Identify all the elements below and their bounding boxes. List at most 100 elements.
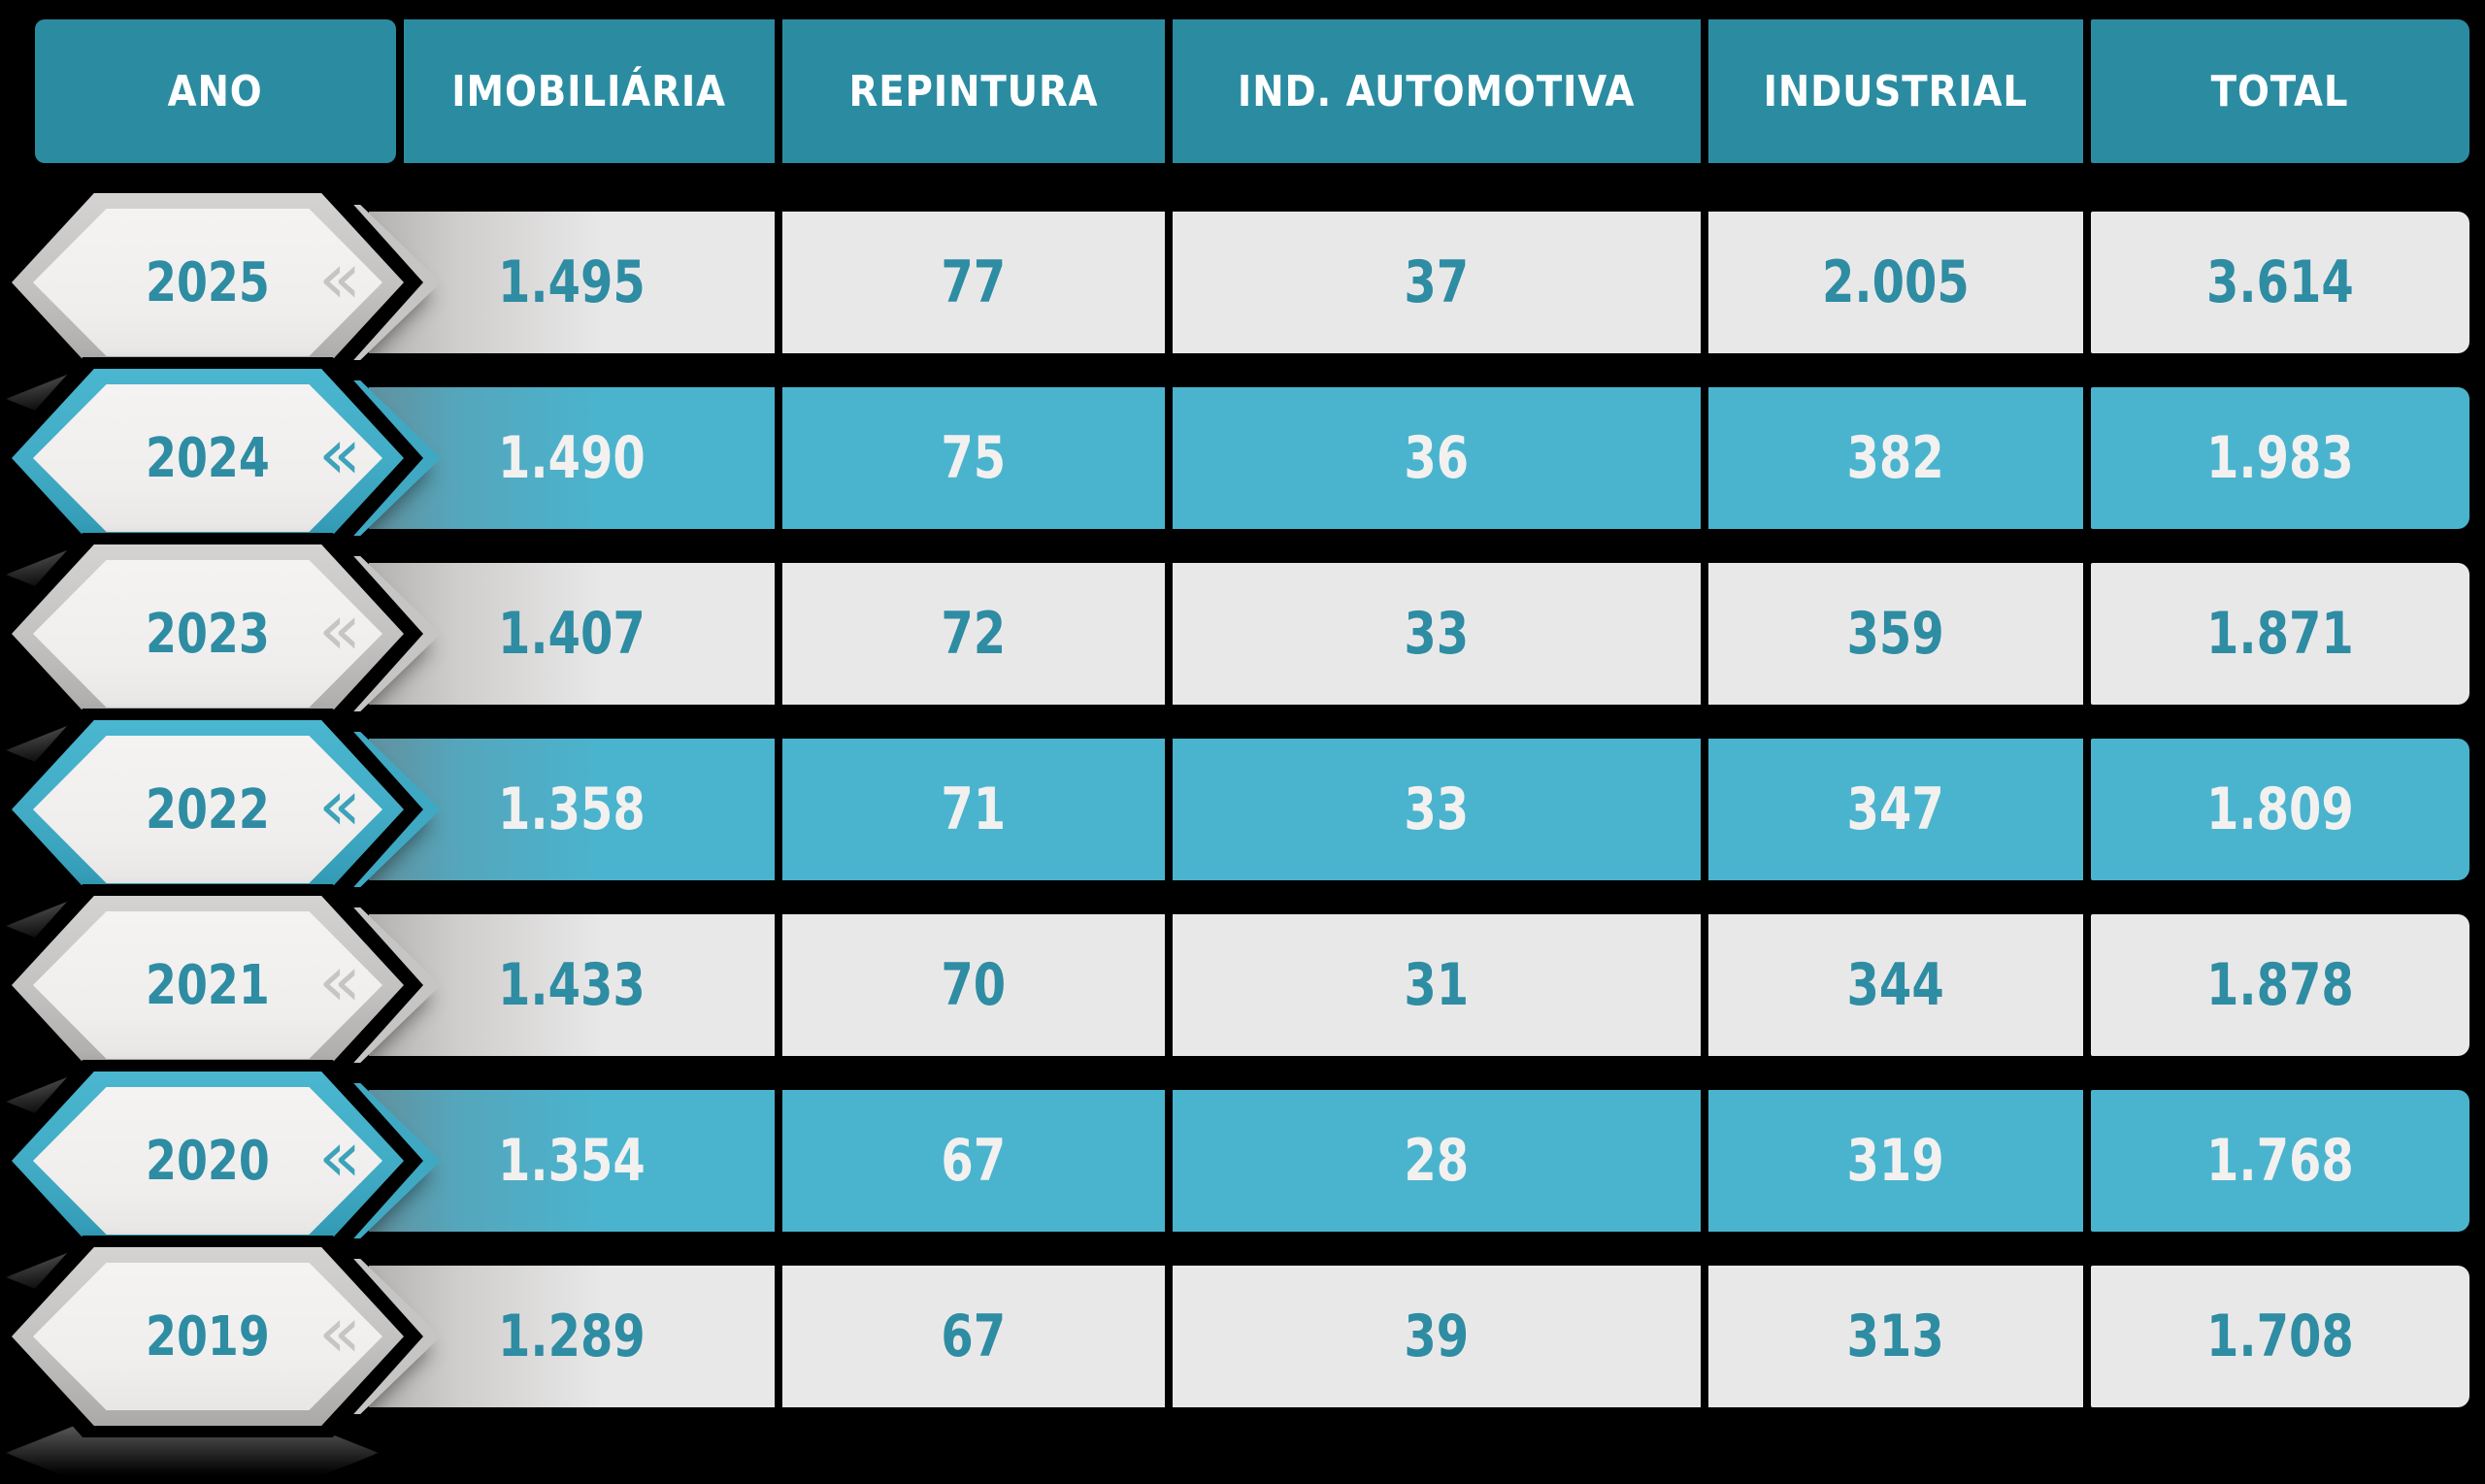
cell-value: 67 [941,1127,1007,1195]
cell-value: 359 [1846,600,1945,668]
badge-face [33,736,382,883]
cell-repintura: 75 [782,387,1165,529]
chevrons-left-icon: « [317,588,361,671]
cell-value: 1.358 [498,775,646,843]
badge-face [33,209,382,356]
column-header-label: ANO [168,66,263,116]
cell-industrial: 319 [1708,1090,2083,1232]
chevrons-left-icon: « [317,940,361,1022]
cell-value: 1.983 [2206,424,2354,492]
badge-face [33,1263,382,1410]
cell-industrial: 347 [1708,739,2083,880]
cell-imobiliaria: 1.354 [369,1090,775,1232]
year-cell: 2025 « [0,181,441,430]
year-label: 2022 [146,777,270,841]
cell-value: 1.495 [498,248,646,316]
cell-total: 1.983 [2091,387,2469,529]
cell-ind-automotiva: 31 [1173,914,1701,1056]
cell-ind-automotiva: 37 [1173,212,1701,353]
cell-total: 1.878 [2091,914,2469,1056]
column-header-repintura: REPINTURA [782,19,1165,163]
cell-repintura: 67 [782,1090,1165,1232]
badge-face [33,911,382,1059]
cell-value: 77 [941,248,1007,316]
column-header-label: IMOBILIÁRIA [451,66,727,116]
year-cell: 2021 « [0,884,441,1133]
cell-value: 72 [941,600,1007,668]
cell-value: 67 [941,1303,1007,1370]
cell-industrial: 382 [1708,387,2083,529]
year-badge-2025[interactable]: 2025 « [0,181,441,430]
column-header-imobiliaria: IMOBILIÁRIA [404,19,775,163]
year-cell: 2020 « [0,1060,441,1308]
column-header-label: REPINTURA [848,66,1099,116]
year-cell: 2019 « [0,1236,441,1484]
badge-face [33,384,382,532]
cell-value: 344 [1846,951,1945,1019]
cell-total: 1.768 [2091,1090,2469,1232]
cell-value: 28 [1404,1127,1470,1195]
data-table: ANO IMOBILIÁRIA REPINTURA IND. AUTOMOTIV… [0,19,2469,1484]
year-label: 2025 [146,250,270,314]
column-header-label: TOTAL [2211,66,2349,116]
cell-value: 1.407 [498,600,646,668]
cell-value: 71 [941,775,1007,843]
column-header-label: INDUSTRIAL [1763,66,2029,116]
cell-value: 31 [1404,951,1470,1019]
cell-value: 1.809 [2206,775,2354,843]
cell-value: 1.490 [498,424,646,492]
column-header-ano: ANO [35,19,396,163]
cell-repintura: 77 [782,212,1165,353]
cell-value: 33 [1404,600,1470,668]
cell-value: 313 [1846,1303,1945,1370]
cell-industrial: 344 [1708,914,2083,1056]
cell-value: 2.005 [1822,248,1970,316]
year-label: 2023 [146,602,270,666]
year-badge-2023[interactable]: 2023 « [0,533,441,781]
cell-total: 3.614 [2091,212,2469,353]
cell-value: 347 [1846,775,1945,843]
cell-value: 37 [1404,248,1470,316]
badge-face [33,560,382,708]
column-header-label: IND. AUTOMOTIVA [1238,66,1636,116]
cell-imobiliaria: 1.433 [369,914,775,1056]
cell-ind-automotiva: 33 [1173,563,1701,705]
cell-industrial: 313 [1708,1266,2083,1407]
cell-value: 39 [1404,1303,1470,1370]
cell-value: 70 [941,951,1007,1019]
cell-value: 1.708 [2206,1303,2354,1370]
cell-repintura: 72 [782,563,1165,705]
year-label: 2024 [146,426,270,490]
chevrons-left-icon: « [317,1115,361,1198]
cell-repintura: 67 [782,1266,1165,1407]
cell-ind-automotiva: 36 [1173,387,1701,529]
year-badge-2022[interactable]: 2022 « [0,709,441,957]
cell-ind-automotiva: 39 [1173,1266,1701,1407]
cell-industrial: 359 [1708,563,2083,705]
cell-industrial: 2.005 [1708,212,2083,353]
cell-repintura: 71 [782,739,1165,880]
cell-value: 1.433 [498,951,646,1019]
year-badge-2021[interactable]: 2021 « [0,884,441,1133]
chevrons-left-icon: « [317,1291,361,1373]
cell-value: 1.768 [2206,1127,2354,1195]
year-label: 2020 [146,1129,270,1193]
cell-value: 319 [1846,1127,1945,1195]
column-header-industrial: INDUSTRIAL [1708,19,2083,163]
cell-imobiliaria: 1.289 [369,1266,775,1407]
column-header-total: TOTAL [2091,19,2469,163]
column-header-ind-automotiva: IND. AUTOMOTIVA [1173,19,1701,163]
year-label: 2019 [146,1304,270,1369]
year-badge-2019[interactable]: 2019 « [0,1236,441,1484]
year-badge-2024[interactable]: 2024 « [0,357,441,606]
cell-value: 33 [1404,775,1470,843]
cell-value: 1.878 [2206,951,2354,1019]
year-cell: 2023 « [0,533,441,781]
year-badge-2020[interactable]: 2020 « [0,1060,441,1308]
cell-value: 75 [941,424,1007,492]
cell-value: 1.289 [498,1303,646,1370]
year-cell: 2022 « [0,709,441,957]
cell-value: 382 [1846,424,1945,492]
table-header-row: ANO IMOBILIÁRIA REPINTURA IND. AUTOMOTIV… [35,19,2469,163]
cell-value: 3.614 [2206,248,2354,316]
